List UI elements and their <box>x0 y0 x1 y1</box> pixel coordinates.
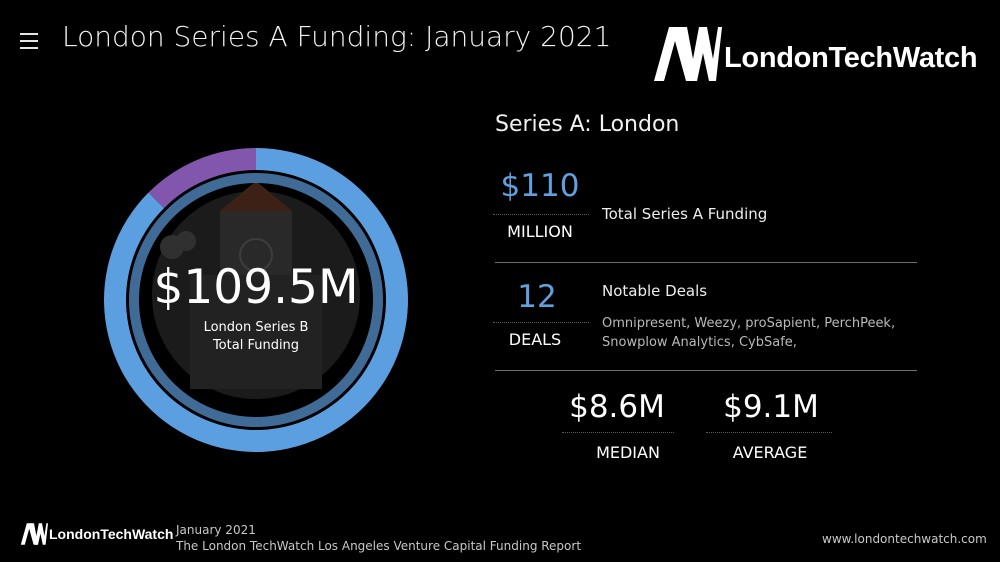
median-label: MEDIAN <box>596 443 660 462</box>
deals-list-line-1: Omnipresent, Weezy, proSapient, PerchPee… <box>602 316 896 331</box>
notable-deals-list: Omnipresent, Weezy, proSapient, PerchPee… <box>602 314 895 352</box>
logo-wordmark: LondonTechWatch <box>724 41 978 74</box>
average-label: AVERAGE <box>732 443 808 462</box>
section-divider-1 <box>495 262 917 263</box>
total-funding-unit: MILLION <box>507 222 573 241</box>
aw-logo-icon <box>654 27 722 81</box>
median-value: $8.6M <box>569 389 665 425</box>
center-value: $109.5M <box>153 260 358 315</box>
median-dotted-divider <box>562 432 674 433</box>
series-b-donut-chart: $109.5M London Series B Total Funding <box>103 148 408 453</box>
deals-list-line-2: Snowplow Analytics, CybSafe, <box>602 335 797 350</box>
footer-brand-text: LondonTechWatch <box>49 526 174 542</box>
center-label-line1: London Series B <box>204 320 309 335</box>
average-value: $9.1M <box>723 389 819 425</box>
total-dotted-divider <box>493 214 589 215</box>
donut-slice-2 <box>148 148 256 209</box>
footer-logo: LondonTechWatch <box>20 522 173 546</box>
footer-aw-icon <box>20 523 48 545</box>
footer-report-info: January 2021 The London TechWatch Los An… <box>176 522 581 554</box>
footer-date: January 2021 <box>176 523 256 537</box>
section-title: Series A: London <box>495 112 680 137</box>
brand-logo: LondonTechWatch <box>652 24 978 84</box>
hamburger-menu-icon[interactable] <box>20 28 40 50</box>
notable-deals-heading: Notable Deals <box>602 282 708 300</box>
average-dotted-divider <box>706 432 832 433</box>
center-label-line2: Total Funding <box>212 338 299 353</box>
deals-unit: DEALS <box>508 330 562 349</box>
footer-url-link[interactable]: www.londontechwatch.com <box>822 532 987 546</box>
total-funding-value: $110 <box>500 168 580 204</box>
page-title: London Series A Funding: January 2021 <box>62 20 612 53</box>
total-funding-description: Total Series A Funding <box>602 205 768 223</box>
footer-report-title: The London TechWatch Los Angeles Venture… <box>176 539 582 553</box>
section-divider-2 <box>495 370 917 371</box>
building-watermark <box>152 181 360 399</box>
deals-dotted-divider <box>493 322 589 323</box>
deals-count: 12 <box>517 279 557 315</box>
